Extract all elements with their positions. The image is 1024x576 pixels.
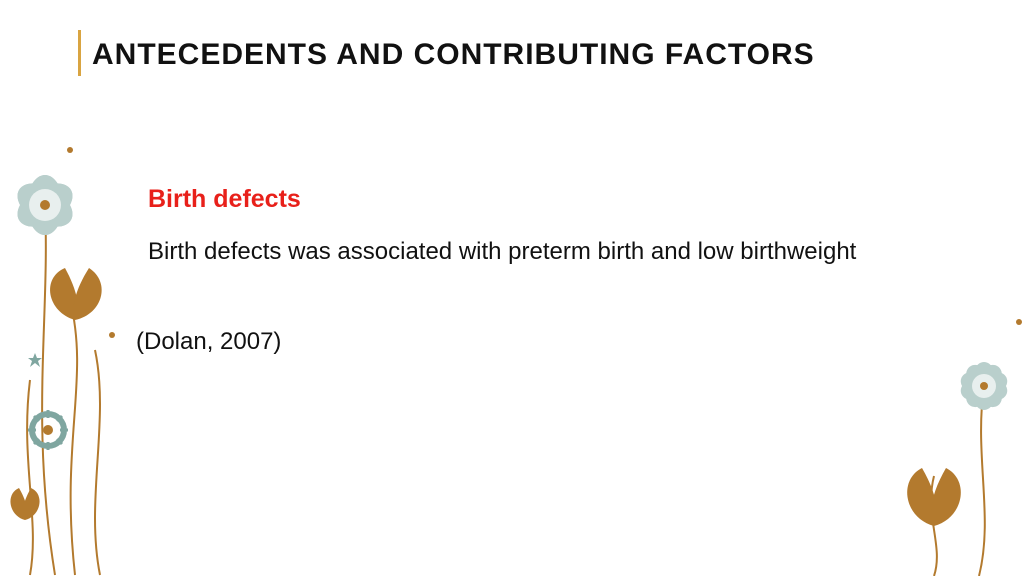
- slide: ANTECEDENTS AND CONTRIBUTING FACTORS Bir…: [0, 0, 1024, 576]
- citation: (Dolan, 2007): [136, 328, 281, 356]
- body-paragraph: Birth defects was associated with preter…: [148, 228, 908, 276]
- slide-title: ANTECEDENTS AND CONTRIBUTING FACTORS: [92, 38, 815, 72]
- title-accent-rule: [78, 30, 81, 76]
- body-block: Birth defects Birth defects was associat…: [148, 185, 908, 276]
- subheading: Birth defects: [148, 185, 908, 214]
- floral-right-icon: [824, 316, 1024, 576]
